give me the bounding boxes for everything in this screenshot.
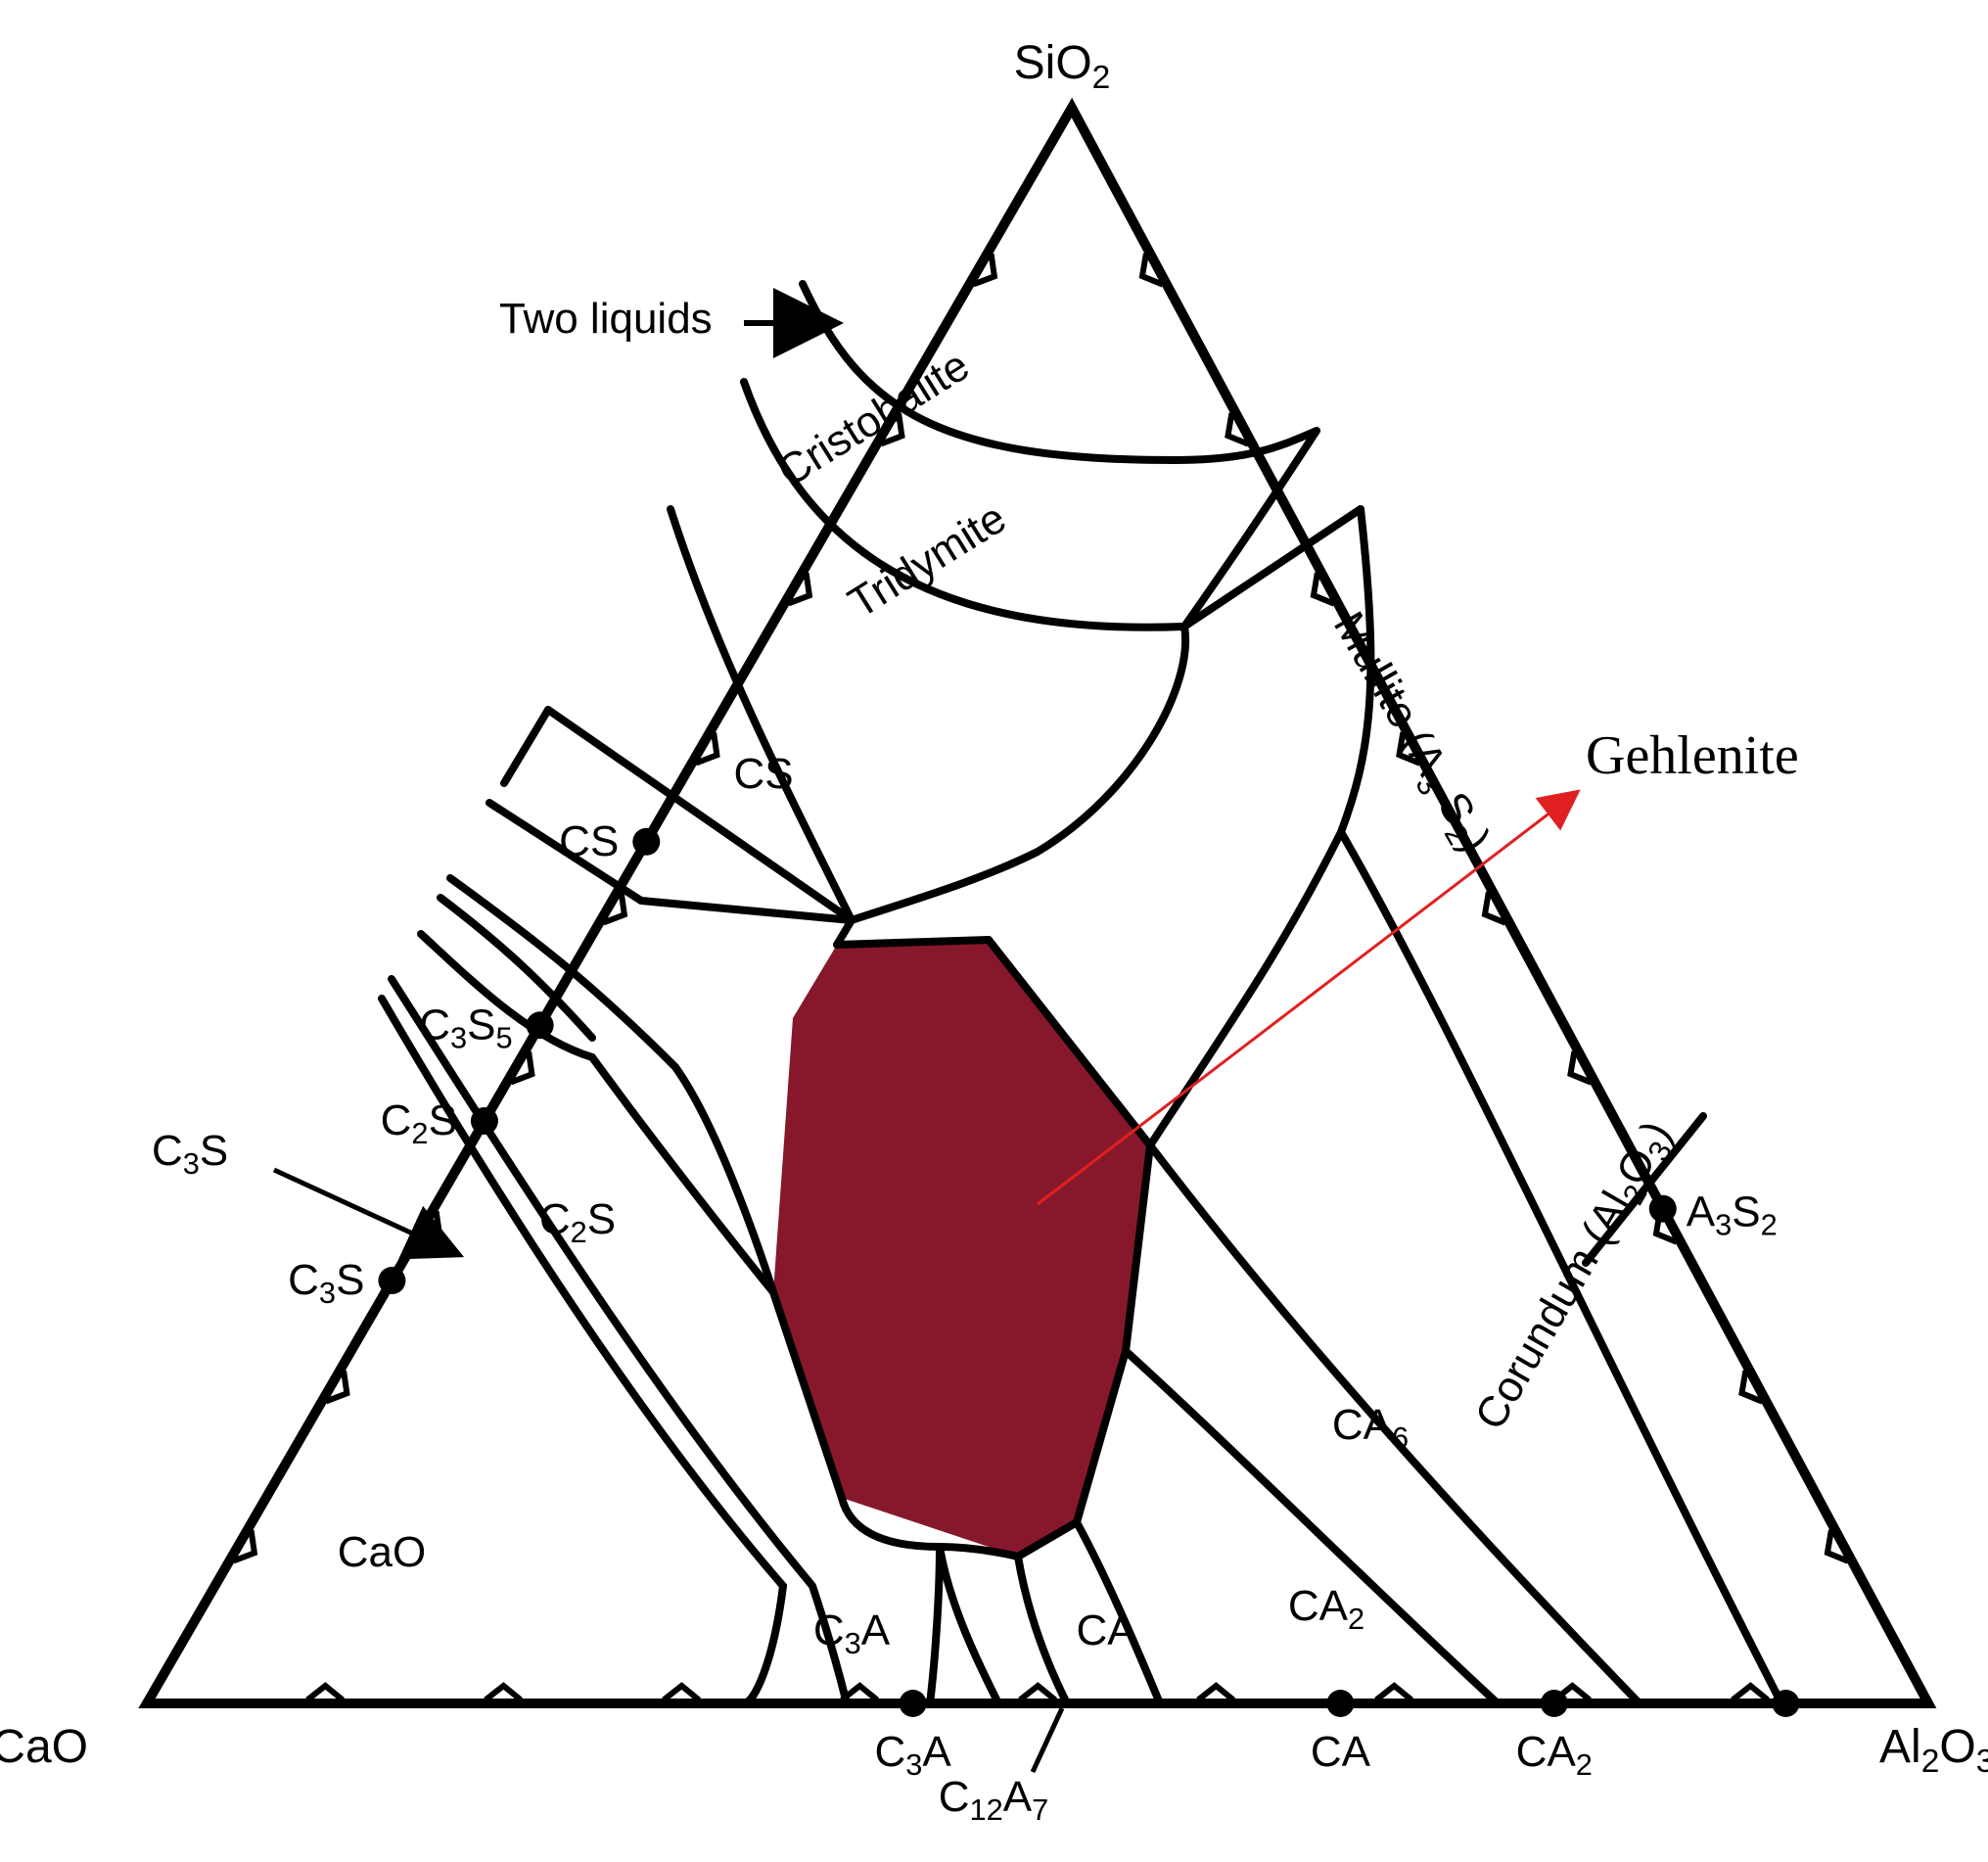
vertex-left-label: CaO: [0, 1721, 88, 1773]
region-label: CS: [733, 750, 793, 798]
two-liquids-label: Two liquids: [499, 295, 713, 343]
composition-point: [378, 1267, 405, 1294]
svg-text:CaO: CaO: [338, 1528, 426, 1576]
svg-text:CaO: CaO: [0, 1721, 88, 1773]
svg-text:CS: CS: [559, 817, 619, 865]
svg-text:CS: CS: [733, 750, 793, 798]
composition-point: [471, 1107, 498, 1135]
composition-point: [1772, 1690, 1799, 1717]
composition-point: [900, 1690, 927, 1717]
point-label: CS: [559, 817, 619, 865]
svg-text:CA: CA: [1076, 1606, 1136, 1654]
composition-point: [527, 1011, 554, 1039]
svg-text:Gehlenite: Gehlenite: [1586, 725, 1799, 786]
composition-point: [1649, 1195, 1677, 1223]
composition-point: [1326, 1690, 1354, 1717]
composition-point: [1541, 1690, 1568, 1717]
region-label: CaO: [338, 1528, 426, 1576]
svg-text:CA: CA: [1311, 1728, 1371, 1776]
point-label: CA: [1311, 1728, 1371, 1776]
composition-point: [632, 828, 660, 856]
svg-text:Two liquids: Two liquids: [499, 295, 713, 343]
phase-boundary: [837, 940, 989, 945]
gehlenite-callout-label: Gehlenite: [1586, 725, 1799, 786]
region-label: CA: [1076, 1606, 1136, 1654]
